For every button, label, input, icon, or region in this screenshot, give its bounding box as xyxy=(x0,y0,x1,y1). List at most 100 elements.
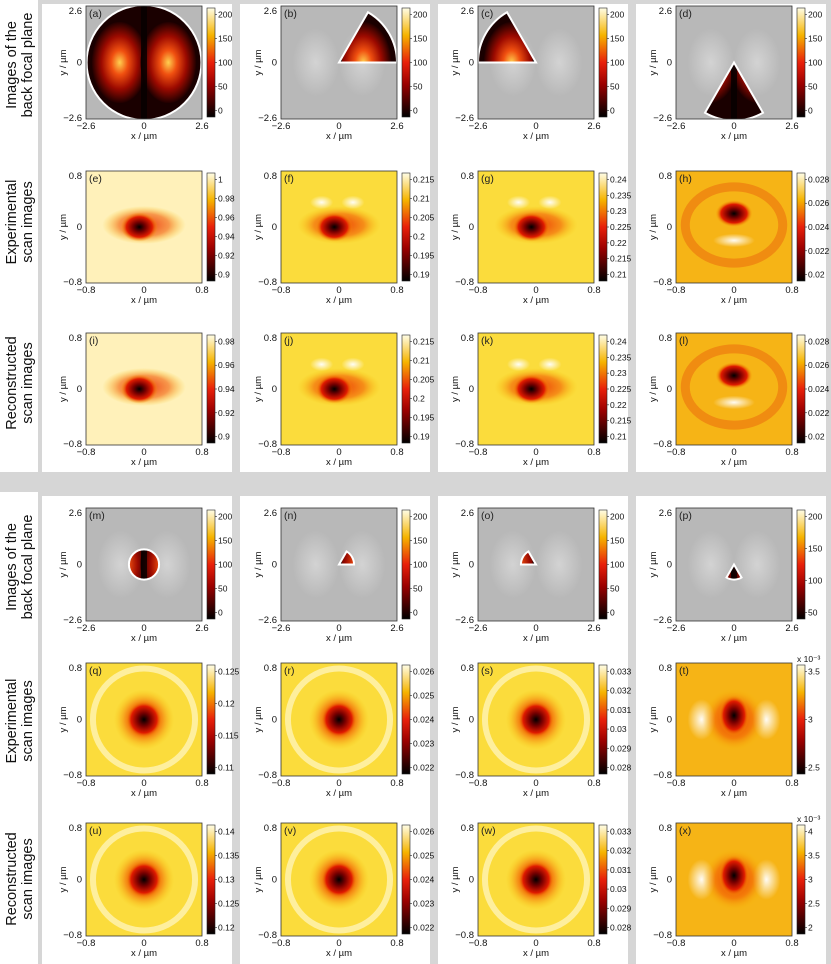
colorbar-tick-label: 0.215 xyxy=(413,174,435,184)
bfp-mask-outline xyxy=(337,550,356,566)
colorbar-tick-label: 0.13 xyxy=(218,875,235,885)
x-axis-label: x / µm xyxy=(326,131,352,142)
y-axis-label: y / µm xyxy=(253,376,264,402)
x-tick-label: 0 xyxy=(336,121,341,132)
colorbar-tick-label: 0.94 xyxy=(218,232,235,242)
x-tick-label: −0.8 xyxy=(667,285,686,296)
x-tick-label: 2.6 xyxy=(785,623,798,634)
panel-i: (i) −0.8 0 0.8 0.8 0 −0.8 x / µm y / µm 0.9 0.92 0.… xyxy=(58,332,235,468)
panel-letter: (d) xyxy=(679,8,692,20)
y-tick-label: −2.6 xyxy=(63,113,82,124)
scan-core xyxy=(315,212,353,242)
colorbar-tick-label: 0.195 xyxy=(413,251,435,261)
colorbar-tick-label: 150 xyxy=(218,536,232,546)
x-tick-label: −0.8 xyxy=(469,285,488,296)
colorbar-tick-label: 200 xyxy=(413,512,427,522)
y-axis-label: y / µm xyxy=(648,49,659,75)
scan-ring xyxy=(481,825,591,934)
scan-bright-spot xyxy=(713,395,755,410)
x-axis-label: x / µm xyxy=(326,948,352,959)
colorbar-tick-label: 0 xyxy=(413,105,418,115)
panel-v: (v) −0.8 0 0.8 0.8 0 −0.8 x / µm y / µm 0.022 0.02… xyxy=(253,822,435,959)
colorbar-tick-label: 4 xyxy=(808,827,813,837)
y-tick-label: 0 xyxy=(667,58,672,69)
colorbar-tick-label: 0.026 xyxy=(808,360,830,370)
scan-core xyxy=(120,374,158,404)
plot-frame xyxy=(675,507,793,622)
bfp-lobe xyxy=(730,62,763,104)
bfp-mask-outline xyxy=(85,4,203,121)
panel-e: (e) −0.8 0 0.8 0.8 0 −0.8 x / µm y / µm 0.9 0.92 0.… xyxy=(58,170,235,306)
x-tick-label: −0.8 xyxy=(77,938,96,949)
y-axis-label: y / µm xyxy=(450,214,461,240)
colorbar-tick-label: 0 xyxy=(413,607,418,617)
plot-frame xyxy=(85,332,203,446)
x-tick-label: 0.8 xyxy=(390,778,403,789)
y-axis-label: y / µm xyxy=(450,376,461,402)
colorbar-tick-label: 0 xyxy=(218,607,223,617)
colorbar-tick-label: 0.21 xyxy=(413,193,430,203)
x-tick-label: 0 xyxy=(141,121,146,132)
y-axis-label: y / µm xyxy=(58,214,69,240)
y-axis-label: y / µm xyxy=(58,376,69,402)
x-tick-label: −2.6 xyxy=(77,623,96,634)
y-axis-label: y / µm xyxy=(58,49,69,75)
x-tick-label: −0.8 xyxy=(469,447,488,458)
x-tick-label: 2.6 xyxy=(587,623,600,634)
scan-core xyxy=(517,860,555,899)
x-tick-label: 0.8 xyxy=(587,778,600,789)
panel-letter: (g) xyxy=(481,173,494,185)
panel-letter: (v) xyxy=(284,825,296,837)
colorbar-tick-label: 0.033 xyxy=(610,827,632,837)
x-tick-label: 0.8 xyxy=(785,447,798,458)
y-tick-label: −0.8 xyxy=(63,770,82,781)
scan-core xyxy=(315,374,353,404)
scan-bright-spot xyxy=(341,357,365,372)
colorbar xyxy=(796,172,806,282)
y-tick-label: −2.6 xyxy=(653,113,672,124)
colorbar xyxy=(206,509,216,620)
bfp-ghost-lobe xyxy=(97,530,144,599)
colorbar-tick-label: 0.22 xyxy=(610,400,627,410)
x-tick-label: −2.6 xyxy=(667,121,686,132)
plot-frame xyxy=(280,507,398,622)
x-axis-label: x / µm xyxy=(523,131,549,142)
panel-r: (r) −0.8 0 0.8 0.8 0 −0.8 x / µm y / µm 0.022 0.02… xyxy=(253,662,435,799)
panel-d: (d) −2.6 0 2.6 2.6 0 −2.6 x / µm y / µm 0 50 100 150… xyxy=(648,5,822,142)
x-tick-label: 2.6 xyxy=(587,121,600,132)
panel-l: (l) −0.8 0 0.8 0.8 0 −0.8 x / µm y / µm 0.02 0.022… xyxy=(648,332,830,468)
scan-bright-spot xyxy=(310,195,334,210)
x-tick-label: −0.8 xyxy=(469,938,488,949)
x-tick-label: −0.8 xyxy=(77,778,96,789)
colorbar-tick-label: 0 xyxy=(610,105,615,115)
row-label-line2: back focal plane xyxy=(20,515,36,620)
x-axis-label: x / µm xyxy=(523,457,549,468)
colorbar xyxy=(206,664,216,775)
colorbar-tick-label: 0.2 xyxy=(413,394,425,404)
colorbar-tick-label: 3 xyxy=(808,875,813,885)
y-axis-label: y / µm xyxy=(253,706,264,732)
bfp-lobe xyxy=(140,21,197,104)
x-axis-label: x / µm xyxy=(131,948,157,959)
colorbar-tick-label: 50 xyxy=(808,607,818,617)
scan-core xyxy=(120,212,158,242)
colorbar-tick-label: 0.03 xyxy=(610,724,627,734)
plot-frame xyxy=(280,822,398,937)
colorbar-tick-label: 0.032 xyxy=(610,846,632,856)
colorbar xyxy=(401,664,411,775)
colorbar-tick-label: 0.024 xyxy=(413,875,435,885)
colorbar-tick-label: 200 xyxy=(808,512,822,522)
x-axis-label: x / µm xyxy=(131,457,157,468)
x-axis-label: x / µm xyxy=(326,295,352,306)
y-tick-label: 0 xyxy=(469,222,474,233)
colorbar-tick-label: 0.205 xyxy=(413,212,435,222)
panel-letter: (t) xyxy=(679,665,689,677)
y-axis-label: y / µm xyxy=(253,551,264,577)
x-tick-label: −0.8 xyxy=(272,778,291,789)
y-tick-label: 2.6 xyxy=(461,6,474,17)
colorbar-tick-label: 0.125 xyxy=(218,667,240,677)
plot-frame xyxy=(280,5,398,120)
colorbar-exponent: x 10⁻³ xyxy=(797,654,821,664)
colorbar-tick-label: 0.125 xyxy=(218,898,240,908)
y-axis-label: y / µm xyxy=(253,214,264,240)
